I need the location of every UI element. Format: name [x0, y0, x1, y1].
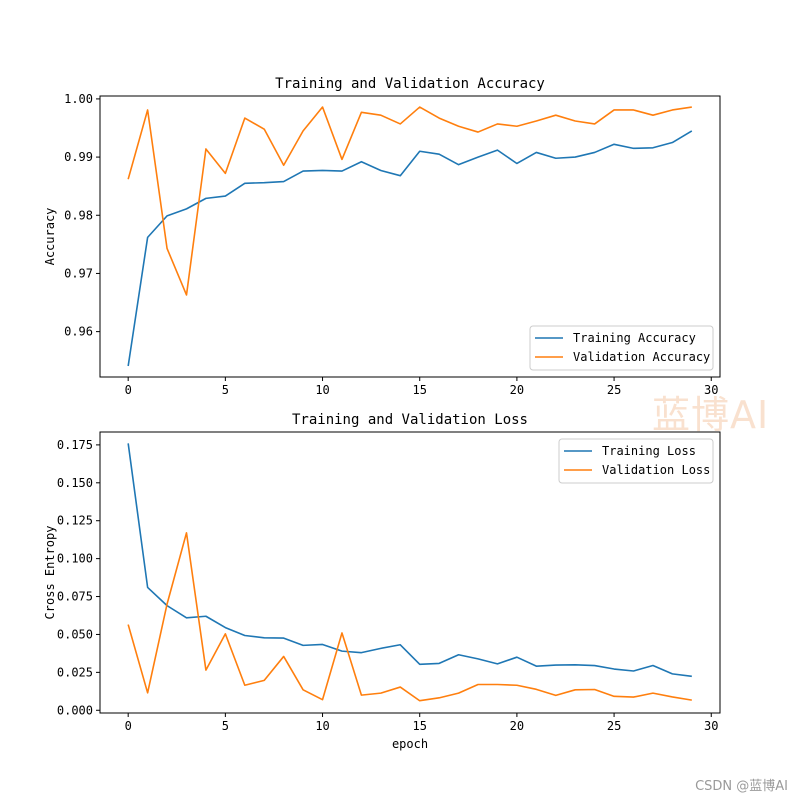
x-tick-label: 5: [222, 383, 229, 397]
x-tick-label: 0: [125, 383, 132, 397]
watermark-text: 蓝博AI: [652, 393, 770, 437]
legend-box: [529, 325, 714, 371]
y-tick-label: 0.125: [57, 514, 93, 528]
legend-entry: Training Accuracy: [573, 331, 696, 345]
y-tick-label: 0.97: [64, 266, 93, 280]
series-line-training-accuracy: [127, 130, 693, 367]
chart-2: 0 5 10 15 20 25 30 0.000 0.025 0.050 0.075 0.100 0.1…: [43, 412, 721, 751]
legend-entry: Validation Accuracy: [573, 350, 710, 364]
x-tick-label: 10: [315, 383, 329, 397]
chart-title: Training and Validation Accuracy: [275, 76, 545, 92]
x-tick-label: 20: [510, 383, 524, 397]
y-axis-label: Accuracy: [43, 208, 57, 266]
x-axis-label: epoch: [392, 737, 428, 751]
footer-credit: CSDN @蓝博AI: [695, 779, 788, 794]
x-tick-label: 20: [510, 719, 524, 733]
chart-1: 0 5 10 15 20 25 30 0.96 0.97 0.98 0.99 1.00 Training…: [43, 76, 721, 397]
plot-area: [127, 443, 692, 702]
x-tick-label: 5: [222, 719, 229, 733]
series-line-validation-loss: [127, 532, 692, 702]
x-tick-label: 15: [412, 383, 426, 397]
y-tick-label: 0.025: [57, 665, 93, 679]
x-tick-label: 10: [315, 719, 329, 733]
legend-entry: Training Loss: [602, 444, 696, 458]
axes-frame: [99, 431, 721, 714]
legend-entry: Validation Loss: [602, 463, 710, 477]
y-tick-label: 0.96: [64, 325, 93, 339]
axes-frame: [99, 95, 721, 378]
y-tick-label: 0.175: [57, 438, 93, 452]
legend-box: [558, 438, 714, 484]
x-tick-label: 0: [125, 719, 132, 733]
series-line-validation-accuracy: [127, 106, 692, 296]
x-tick-label: 30: [704, 719, 718, 733]
legend: Training Loss Validation Loss: [558, 438, 714, 484]
plot-area: [127, 106, 693, 367]
y-axis-label: Cross Entropy: [43, 526, 57, 620]
y-tick-label: 0.99: [64, 150, 93, 164]
y-tick-label: 0.150: [57, 476, 93, 490]
x-tick-label: 30: [704, 383, 718, 397]
y-tick-label: 0.075: [57, 590, 93, 604]
y-tick-label: 0.98: [64, 208, 93, 222]
chart-title: Training and Validation Loss: [292, 412, 528, 428]
x-tick-label: 25: [607, 383, 621, 397]
y-tick-label: 0.100: [57, 552, 93, 566]
x-tick-label: 25: [607, 719, 621, 733]
legend: Training Accuracy Validation Accuracy: [529, 325, 714, 371]
series-line-training-loss: [127, 443, 692, 678]
y-tick-label: 0.050: [57, 627, 93, 641]
y-tick-label: 1.00: [64, 92, 93, 106]
y-tick-label: 0.000: [57, 703, 93, 717]
x-tick-label: 15: [412, 719, 426, 733]
